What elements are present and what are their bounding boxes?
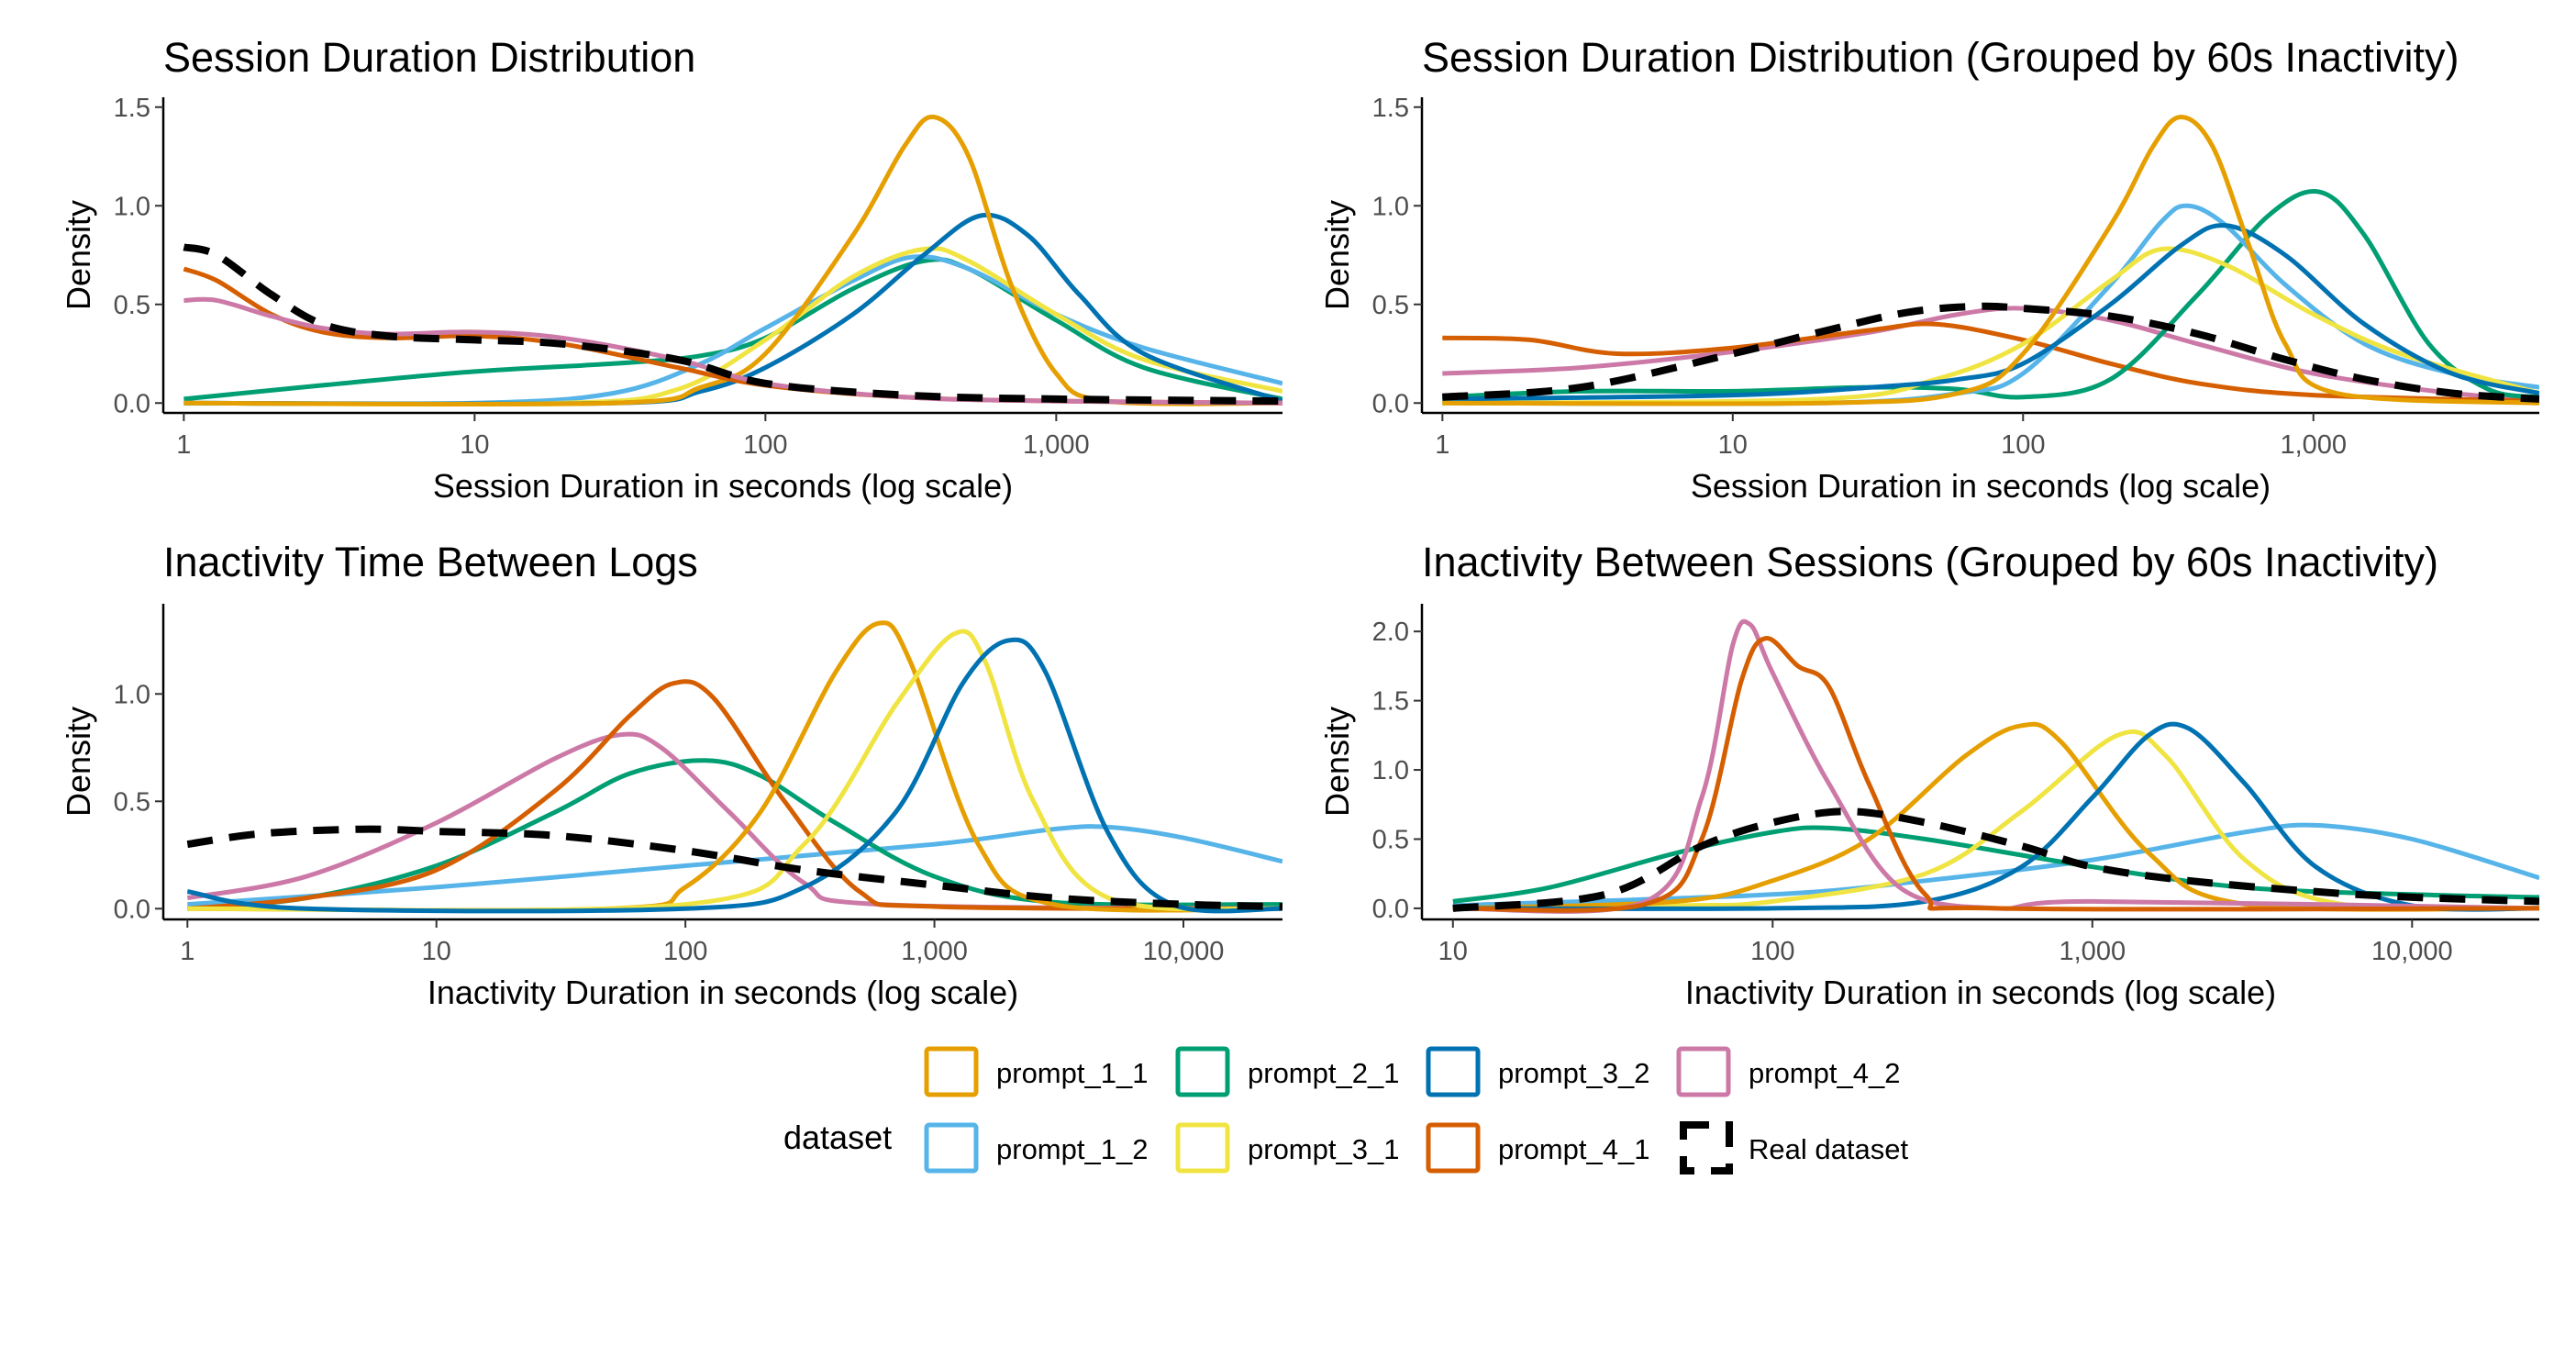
legend-title: dataset: [783, 1119, 892, 1156]
x-tick-label: 1,000: [2060, 937, 2126, 966]
x-tick-label: 10: [1438, 937, 1468, 966]
x-tick-label: 1,000: [1023, 430, 1090, 460]
y-tick-label: 1.0: [1372, 192, 1409, 221]
series-line-prompt-3-2: [1452, 721, 2539, 912]
y-tick-label: 2.0: [1372, 618, 1409, 647]
x-tick-label: 100: [2001, 430, 2045, 460]
legend-key-prompt-3-2: [1426, 1046, 1481, 1097]
y-tick-label: 0.5: [1372, 825, 1409, 854]
panel-title: Session Duration Distribution: [163, 34, 695, 81]
x-tick-label: 100: [1750, 937, 1794, 966]
series-line-real-dataset: [186, 825, 1282, 910]
y-axis-title: Density: [1318, 200, 1356, 310]
series-line-prompt-4-1: [1452, 636, 2539, 913]
y-tick-label: 0.5: [1372, 291, 1409, 320]
series-line-prompt-2-1: [1452, 825, 2539, 904]
plot-area: [1452, 618, 2539, 914]
y-axis-title: Density: [1318, 707, 1356, 817]
y-axis-title: Density: [60, 200, 97, 310]
y-tick-label: 0.0: [114, 895, 150, 924]
x-tick-label: 1: [180, 937, 194, 966]
legend-key-prompt-1-2: [924, 1122, 979, 1174]
series-line-prompt-1-2: [1452, 822, 2539, 908]
legend-label: prompt_1_1: [996, 1057, 1148, 1089]
y-tick-label: 1.5: [1372, 94, 1409, 123]
legend-key-prompt-4-2: [1676, 1046, 1731, 1097]
x-tick-label: 1,000: [2280, 430, 2347, 460]
x-tick-label: 10: [1718, 430, 1748, 460]
plot-area: [183, 114, 1282, 407]
panel-p1: Session Duration Distribution 0.0 0.5 1.0 1.…: [60, 34, 1282, 505]
y-tick-label: 1.0: [114, 680, 150, 709]
plot-area: [186, 620, 1282, 914]
legend-label: prompt_4_1: [1498, 1133, 1649, 1165]
legend-label: Real dataset: [1749, 1133, 1908, 1165]
legend-label: prompt_1_2: [996, 1133, 1148, 1165]
series-line-prompt-4-1: [1442, 321, 2539, 404]
x-tick-label: 1: [1435, 430, 1449, 460]
x-axis-title: Session Duration in seconds (log scale): [1691, 467, 2271, 505]
series-line-prompt-4-2: [186, 731, 1282, 911]
x-tick-label: 100: [663, 937, 707, 966]
series-line-prompt-1-2: [187, 824, 1282, 907]
panel-title: Inactivity Time Between Logs: [163, 539, 698, 585]
panel-title: Session Duration Distribution (Grouped b…: [1422, 34, 2459, 81]
panel-p4: Inactivity Between Sessions (Grouped by …: [1318, 539, 2539, 1011]
legend-key-real-dataset: [1680, 1121, 1733, 1174]
legend-label: prompt_3_1: [1248, 1133, 1399, 1165]
x-axis-title: Inactivity Duration in seconds (log scal…: [427, 974, 1018, 1011]
panel-p3: Inactivity Time Between Logs 0.0 0.5 1.0 1 10…: [60, 539, 1282, 1011]
series-line-prompt-2-1: [187, 758, 1282, 911]
y-tick-label: 0.5: [114, 787, 150, 817]
series-line-prompt-3-1: [1442, 246, 2539, 406]
legend-key-prompt-3-1: [1175, 1122, 1230, 1174]
series-line-real-dataset: [183, 243, 1282, 406]
x-axis-title: Inactivity Duration in seconds (log scal…: [1685, 974, 2276, 1011]
series-line-prompt-4-1: [187, 679, 1282, 911]
x-tick-label: 10,000: [2371, 937, 2453, 966]
y-tick-label: 0.0: [1372, 389, 1409, 418]
legend-label: prompt_3_2: [1498, 1057, 1649, 1089]
y-axis-title: Density: [60, 707, 97, 817]
series-line-prompt-2-1: [1442, 189, 2539, 400]
x-axis-title: Session Duration in seconds (log scale): [433, 467, 1013, 505]
y-tick-label: 0.0: [1372, 895, 1409, 924]
y-tick-label: 1.5: [1372, 687, 1409, 717]
legend-key-prompt-4-1: [1426, 1122, 1481, 1174]
series-line-real-dataset: [1442, 302, 2539, 403]
series-line-prompt-1-1: [183, 114, 1282, 407]
x-tick-label: 10: [422, 937, 451, 966]
legend-key-prompt-1-1: [924, 1046, 979, 1097]
legend-key-prompt-2-1: [1175, 1046, 1230, 1097]
x-tick-label: 10: [460, 430, 489, 460]
series-line-prompt-3-1: [1452, 729, 2539, 912]
panel-p2: Session Duration Distribution (Grouped b…: [1318, 34, 2539, 505]
x-tick-label: 100: [743, 430, 787, 460]
x-tick-label: 10,000: [1143, 937, 1225, 966]
legend-label: prompt_4_2: [1749, 1057, 1900, 1089]
series-line-prompt-3-1: [187, 629, 1282, 913]
plot-area: [1442, 115, 2539, 406]
x-tick-label: 1: [176, 430, 191, 460]
y-tick-label: 1.5: [114, 94, 150, 123]
y-tick-label: 0.0: [114, 389, 150, 418]
series-line-real-dataset: [1452, 807, 2539, 912]
series-line-prompt-4-2: [1452, 618, 2539, 914]
legend-label: prompt_2_1: [1248, 1057, 1399, 1089]
series-line-prompt-3-2: [186, 637, 1282, 914]
series-line-prompt-3-2: [1442, 223, 2539, 402]
y-tick-label: 1.0: [1372, 756, 1409, 785]
y-tick-label: 0.5: [114, 291, 150, 320]
y-tick-label: 1.0: [114, 192, 150, 221]
x-tick-label: 1,000: [901, 937, 968, 966]
panel-title: Inactivity Between Sessions (Grouped by …: [1422, 539, 2438, 585]
